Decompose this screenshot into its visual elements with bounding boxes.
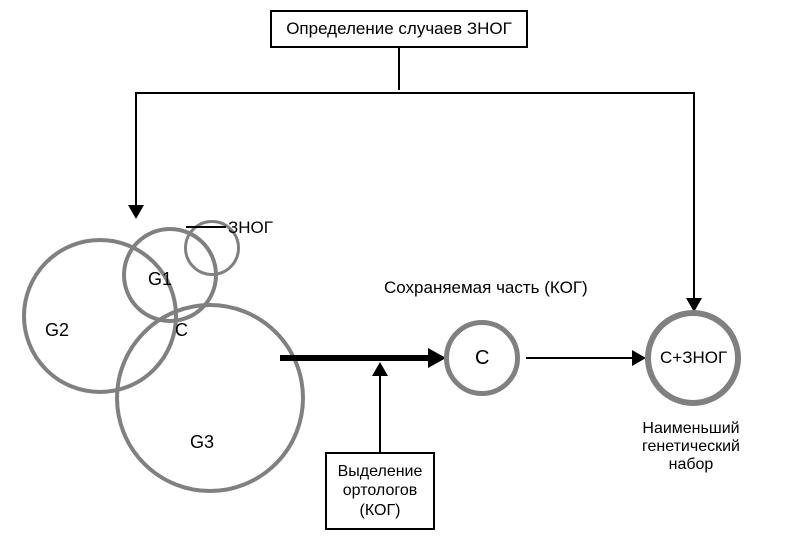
diagram-stage: Определение случаев ЗНОГ G2 G1 C G3 ЗНОГ…: [0, 0, 790, 558]
box-top-label: Определение случаев ЗНОГ: [276, 13, 522, 45]
arrow-right-down: [693, 92, 695, 298]
arrow-left-down: [135, 92, 137, 205]
arrow-ortho-up-head: [372, 362, 388, 376]
label-g2: G2: [45, 320, 69, 341]
label-c-mid: C: [475, 347, 489, 370]
label-g3: G3: [190, 432, 214, 453]
arrow-venn-to-c: [280, 355, 428, 361]
arrow-c-to-right-head: [632, 350, 646, 366]
hbar: [135, 92, 693, 94]
arrow-left-down-head: [128, 205, 144, 219]
label-znog: ЗНОГ: [228, 218, 273, 238]
znog-tick: [186, 226, 226, 228]
arrow-ortho-up: [379, 376, 381, 452]
box-top: Определение случаев ЗНОГ: [270, 10, 528, 48]
label-result-caption: Наименьший генетический набор: [642, 420, 740, 474]
label-g1: G1: [148, 269, 172, 290]
box-bottom: Выделение ортологов (КОГ): [325, 452, 435, 530]
arrow-c-to-right: [526, 357, 632, 359]
box-bottom-label: Выделение ортологов (КОГ): [328, 456, 433, 526]
arrow-top-down: [398, 48, 400, 90]
label-c-venn: C: [175, 320, 188, 341]
label-result: С+ЗНОГ: [660, 348, 727, 368]
label-c-title: Сохраняемая часть (КОГ): [384, 278, 588, 298]
